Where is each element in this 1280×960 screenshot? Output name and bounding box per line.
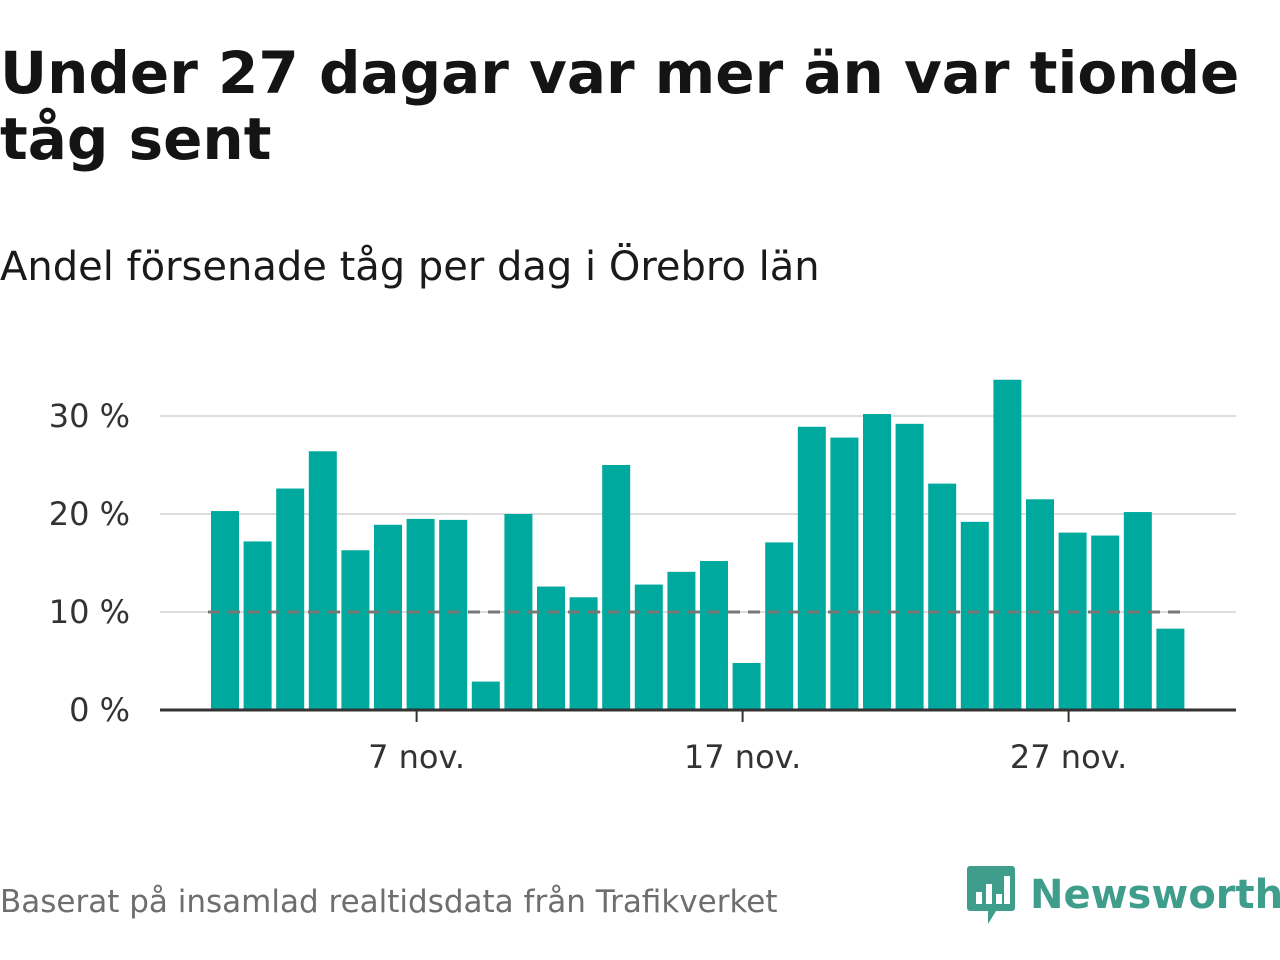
y-tick-label: 10 % [49,593,130,631]
bar [406,518,435,710]
bar [569,597,598,710]
x-tick-labels: 7 nov. 17 nov. 27 nov. [368,738,1127,776]
bar [1091,535,1120,710]
y-tick-label: 0 % [69,691,130,729]
bar [765,542,794,710]
bar [960,521,989,710]
bar [374,524,402,710]
x-axis [160,708,1236,722]
bars [211,379,1185,710]
y-tick-labels: 0 % 10 % 20 % 30 % [49,397,130,729]
bar [602,465,631,710]
bar [797,426,826,710]
bar [993,379,1022,710]
bar [863,414,891,710]
bar [439,519,468,710]
bar [341,550,370,710]
bar [1026,499,1054,710]
bar [276,488,305,710]
bar [667,571,696,710]
brand-logo: Newsworthy [966,864,1280,926]
y-tick-label: 20 % [49,495,130,533]
bar [732,662,761,710]
bar [928,483,957,710]
bar [895,423,924,710]
x-tick-label: 17 nov. [684,738,801,776]
bar-chart: 0 % 10 % 20 % 30 % 7 nov. 17 nov. 27 nov. [49,379,1236,776]
bar [700,561,728,710]
y-tick-label: 30 % [49,397,130,435]
brand-name: Newsworthy [1030,872,1280,918]
newsworthy-logo-icon [967,866,1015,924]
bar [471,681,500,710]
bar [830,437,859,710]
chart-title: Under 27 dagar var mer än var tionde tåg… [0,39,1240,173]
bar [1058,532,1087,710]
x-tick-label: 27 nov. [1010,738,1127,776]
bar [308,451,337,710]
x-tick-label: 7 nov. [368,738,465,776]
bar [634,584,663,710]
bar [537,586,565,710]
chart-subtitle: Andel försenade tåg per dag i Örebro län [0,244,820,290]
bar [1156,628,1185,710]
source-note: Baserat på insamlad realtidsdata från Tr… [0,884,778,920]
bar [243,541,272,710]
